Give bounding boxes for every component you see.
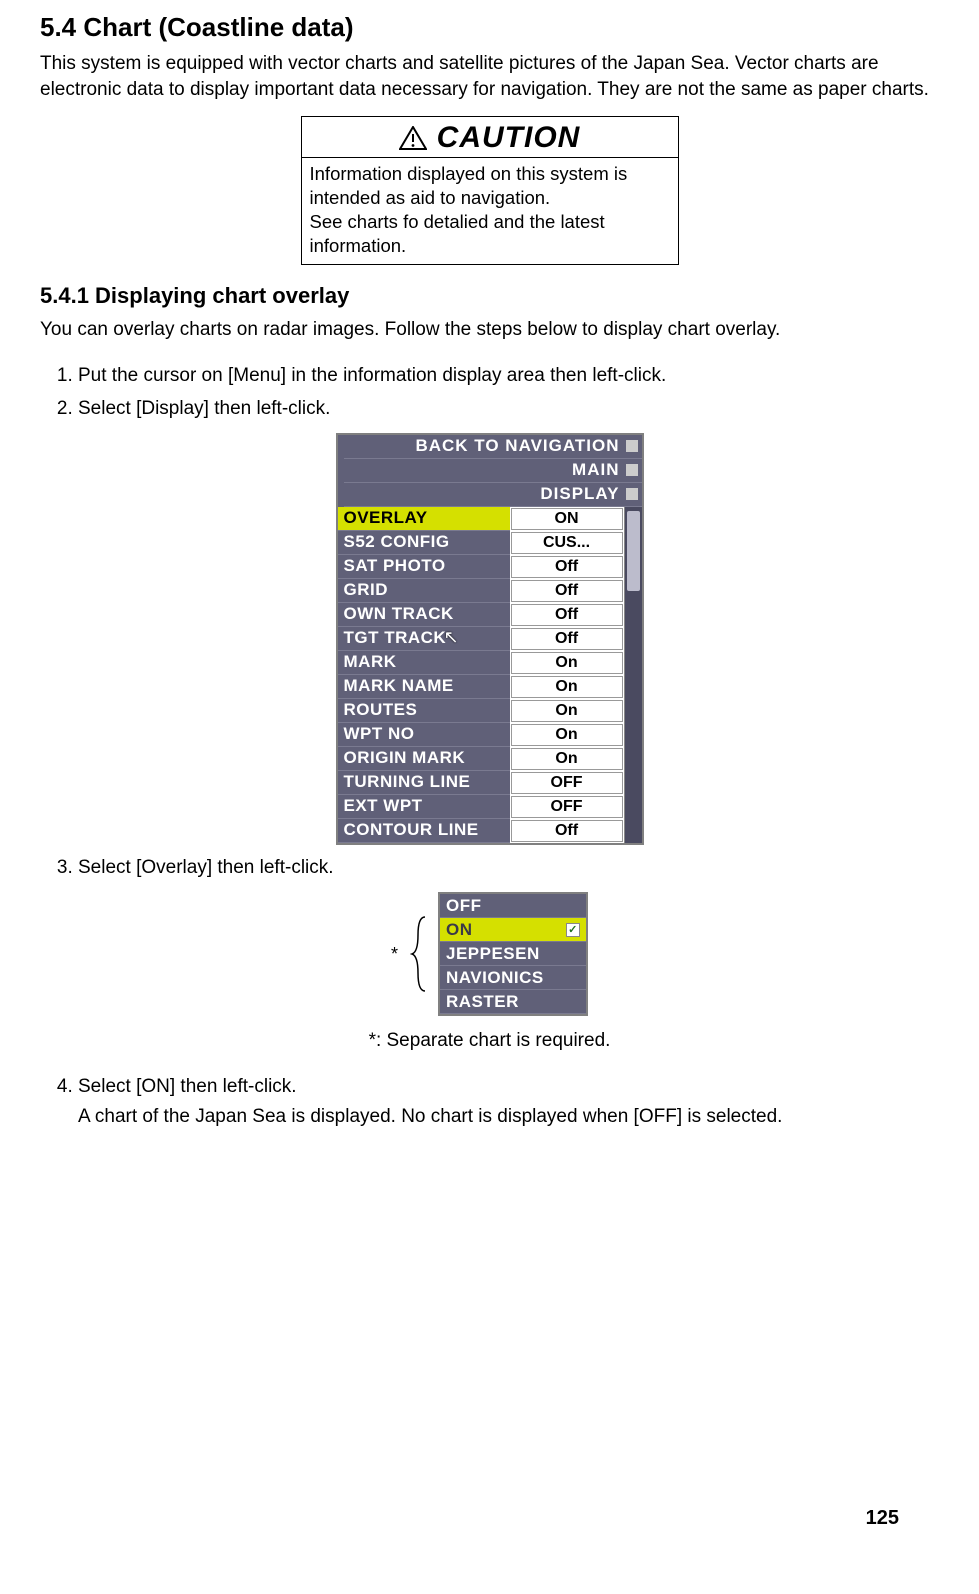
- menu-row[interactable]: ROUTESOn: [338, 699, 624, 723]
- warning-icon: [399, 126, 427, 150]
- step-item: Select [ON] then left-click. A chart of …: [78, 1072, 939, 1131]
- menu-row-value[interactable]: CUS...: [511, 532, 623, 554]
- menu-row-value[interactable]: ON: [511, 508, 623, 530]
- caution-body-line: Information displayed on this system is …: [310, 162, 670, 210]
- menu-row[interactable]: TURNING LINEOFF: [338, 771, 624, 795]
- submenu-arrow-icon: [626, 464, 638, 476]
- scrollbar[interactable]: [624, 507, 642, 843]
- submenu-arrow-icon: [626, 488, 638, 500]
- menu-row-label: TGT TRACK: [338, 627, 510, 651]
- scrollbar-thumb[interactable]: [627, 511, 640, 591]
- menu-row-value[interactable]: Off: [511, 604, 623, 626]
- overlay-option-label: OFF: [446, 896, 482, 916]
- overlay-note: *: Separate chart is required.: [40, 1030, 939, 1052]
- overlay-option-label: RASTER: [446, 992, 519, 1012]
- menu-row-label: ROUTES: [338, 699, 510, 723]
- menu-row-label: S52 CONFIG: [338, 531, 510, 555]
- curly-brace-icon: [410, 915, 430, 993]
- step-item: Put the cursor on [Menu] in the informat…: [78, 361, 939, 390]
- menu-row-value[interactable]: On: [511, 748, 623, 770]
- overlay-submenu-figure: * OFF ON ✓ JEPPESEN NAVIONICS RASTER: [40, 892, 939, 1016]
- subsection-intro: You can overlay charts on radar images. …: [40, 317, 939, 343]
- caution-title: CAUTION: [437, 121, 581, 155]
- step-item: Select [Overlay] then left-click.: [78, 853, 939, 882]
- subsection-heading: 5.4.1 Displaying chart overlay: [40, 283, 939, 309]
- caution-body-line: See charts fo detalied and the latest in…: [310, 210, 670, 258]
- menu-row[interactable]: ORIGIN MARKOn: [338, 747, 624, 771]
- asterisk-label: *: [391, 944, 398, 965]
- section-intro: This system is equipped with vector char…: [40, 51, 939, 102]
- menu-row[interactable]: MARK NAMEOn: [338, 675, 624, 699]
- step-subtext: A chart of the Japan Sea is displayed. N…: [78, 1102, 939, 1131]
- menu-row-value[interactable]: On: [511, 652, 623, 674]
- menu-row[interactable]: CONTOUR LINEOff: [338, 819, 624, 843]
- menu-row[interactable]: MARKOn: [338, 651, 624, 675]
- menu-row[interactable]: GRIDOff: [338, 579, 624, 603]
- menu-row-label: OVERLAY: [338, 507, 510, 531]
- overlay-option[interactable]: NAVIONICS: [440, 966, 586, 990]
- caution-box: CAUTION Information displayed on this sy…: [301, 116, 679, 265]
- menu-row[interactable]: WPT NOOn: [338, 723, 624, 747]
- overlay-option[interactable]: ON ✓: [440, 918, 586, 942]
- menu-breadcrumb-item[interactable]: BACK TO NAVIGATION: [344, 435, 642, 459]
- menu-row-value[interactable]: On: [511, 700, 623, 722]
- menu-row[interactable]: S52 CONFIGCUS...: [338, 531, 624, 555]
- menu-row-value[interactable]: On: [511, 724, 623, 746]
- menu-row-value[interactable]: Off: [511, 628, 623, 650]
- menu-row-label: MARK NAME: [338, 675, 510, 699]
- menu-row-label: SAT PHOTO: [338, 555, 510, 579]
- page-number: 125: [866, 1507, 899, 1530]
- submenu-arrow-icon: [626, 440, 638, 452]
- menu-row[interactable]: TGT TRACKOff: [338, 627, 624, 651]
- menu-row-label: EXT WPT: [338, 795, 510, 819]
- menu-row-label: TURNING LINE: [338, 771, 510, 795]
- section-heading: 5.4 Chart (Coastline data): [40, 12, 939, 43]
- menu-row-value[interactable]: On: [511, 676, 623, 698]
- display-menu-screenshot: BACK TO NAVIGATIONMAINDISPLAY OVERLAYONS…: [336, 433, 644, 845]
- menu-row-value[interactable]: OFF: [511, 796, 623, 818]
- menu-row-label: ORIGIN MARK: [338, 747, 510, 771]
- menu-row[interactable]: OVERLAYON: [338, 507, 624, 531]
- overlay-option[interactable]: JEPPESEN: [440, 942, 586, 966]
- menu-row[interactable]: OWN TRACKOff: [338, 603, 624, 627]
- menu-row-value[interactable]: Off: [511, 556, 623, 578]
- menu-row[interactable]: SAT PHOTOOff: [338, 555, 624, 579]
- overlay-option-label: NAVIONICS: [446, 968, 544, 988]
- menu-row-value[interactable]: Off: [511, 580, 623, 602]
- overlay-option-label: ON: [446, 920, 473, 940]
- check-icon: ✓: [566, 923, 580, 937]
- step-item: Select [Display] then left-click.: [78, 394, 939, 423]
- menu-row-value[interactable]: OFF: [511, 772, 623, 794]
- overlay-option-label: JEPPESEN: [446, 944, 540, 964]
- menu-row-label: CONTOUR LINE: [338, 819, 510, 843]
- menu-row-label: OWN TRACK: [338, 603, 510, 627]
- overlay-option[interactable]: RASTER: [440, 990, 586, 1014]
- menu-breadcrumb-item[interactable]: MAIN: [344, 459, 642, 483]
- step-text: Select [ON] then left-click.: [78, 1076, 297, 1097]
- menu-row[interactable]: EXT WPTOFF: [338, 795, 624, 819]
- menu-row-label: WPT NO: [338, 723, 510, 747]
- menu-breadcrumb-item[interactable]: DISPLAY: [344, 483, 642, 507]
- menu-row-value[interactable]: Off: [511, 820, 623, 842]
- overlay-option[interactable]: OFF: [440, 894, 586, 918]
- menu-row-label: MARK: [338, 651, 510, 675]
- overlay-menu: OFF ON ✓ JEPPESEN NAVIONICS RASTER: [438, 892, 588, 1016]
- menu-row-label: GRID: [338, 579, 510, 603]
